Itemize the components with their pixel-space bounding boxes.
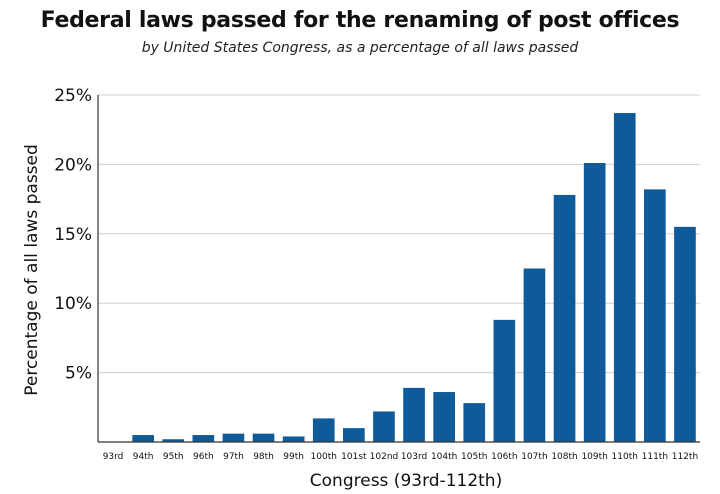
gridlines: [98, 94, 700, 374]
bar: [162, 439, 185, 442]
bar: [373, 411, 395, 442]
x-tick-label: 107th: [521, 452, 547, 462]
bar: [553, 194, 576, 442]
x-tick-label: 101st: [341, 452, 367, 462]
bar: [674, 226, 696, 442]
bar: [192, 435, 215, 442]
y-tick-label: 15%: [54, 225, 92, 245]
bar: [493, 319, 516, 442]
bar: [523, 268, 546, 442]
x-tick-label: 98th: [253, 452, 274, 462]
y-tick-label: 20%: [54, 155, 92, 175]
x-tick-label: 100th: [311, 452, 337, 462]
x-tick-label: 102nd: [370, 452, 399, 462]
bar: [433, 392, 455, 442]
x-tick-label: 110th: [612, 452, 638, 462]
x-tick-label: 106th: [491, 452, 517, 462]
x-tick-labels: 93rd 94th 95th 96th 97th 98th 99th 100th 101st 10…: [103, 452, 698, 462]
bar: [343, 428, 365, 442]
bar: [282, 436, 305, 442]
x-tick-label: 95th: [163, 452, 184, 462]
bar: [463, 403, 486, 442]
x-tick-label: 96th: [193, 452, 214, 462]
chart-title: Federal laws passed for the renaming of …: [40, 8, 680, 33]
bar: [222, 433, 245, 442]
x-tick-label: 109th: [581, 452, 607, 462]
x-axis-label: Congress (93rd-112th): [310, 471, 502, 491]
x-tick-label: 94th: [133, 452, 154, 462]
x-tick-label: 97th: [223, 452, 244, 462]
x-tick-label: 108th: [551, 452, 577, 462]
x-tick-label: 104th: [431, 452, 457, 462]
bar: [403, 387, 425, 442]
x-tick-label: 99th: [283, 452, 304, 462]
bars: [132, 113, 696, 442]
y-tick-labels: 5% 10% 15% 20% 25%: [54, 86, 92, 384]
x-tick-label: 93rd: [103, 452, 124, 462]
x-tick-label: 105th: [461, 452, 487, 462]
y-tick-label: 5%: [65, 364, 92, 384]
bar: [132, 435, 154, 442]
x-tick-label: 112th: [672, 452, 698, 462]
x-tick-label: 111th: [642, 452, 668, 462]
bar: [613, 113, 636, 442]
bar: [252, 433, 275, 442]
y-axis-label: Percentage of all laws passed: [22, 144, 42, 396]
chart-subtitle: by United States Congress, as a percenta…: [141, 40, 579, 56]
bar: [583, 163, 606, 442]
bar: [644, 189, 666, 442]
x-tick-label: 103rd: [401, 452, 427, 462]
y-tick-label: 25%: [54, 86, 92, 106]
bar: [312, 418, 335, 442]
axes: [97, 95, 700, 443]
y-tick-label: 10%: [54, 294, 92, 314]
